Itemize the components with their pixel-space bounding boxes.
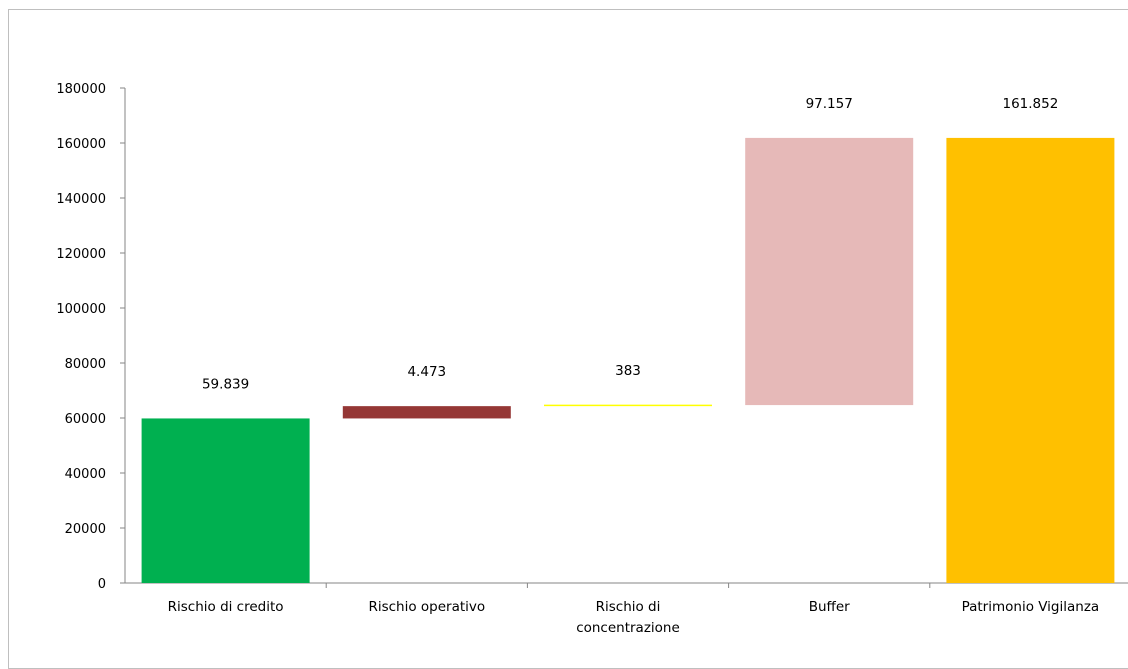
x-category-label: Rischio di credito bbox=[168, 599, 284, 615]
x-category-label: concentrazione bbox=[576, 620, 680, 636]
bar-0 bbox=[141, 418, 310, 583]
x-category-label: Buffer bbox=[809, 599, 850, 615]
y-tick-label: 60000 bbox=[65, 412, 106, 427]
data-label: 4.473 bbox=[407, 364, 446, 380]
x-category-label: Patrimonio Vigilanza bbox=[962, 599, 1100, 615]
waterfall-chart: 0 20000 40000 60000 80000 100000 120000 140000 1… bbox=[56, 82, 1128, 636]
x-category-label: Rischio operativo bbox=[368, 599, 485, 615]
x-category-label: Rischio di bbox=[596, 599, 661, 615]
bar-1 bbox=[342, 406, 511, 419]
bar-3 bbox=[745, 137, 914, 406]
y-tick-label: 20000 bbox=[65, 522, 106, 537]
y-tick-label: 180000 bbox=[56, 82, 106, 97]
y-tick-label: 80000 bbox=[65, 357, 106, 372]
y-tick-label: 120000 bbox=[56, 247, 106, 262]
data-label: 59.839 bbox=[202, 376, 249, 392]
data-label: 383 bbox=[615, 363, 641, 379]
data-label: 161.852 bbox=[1002, 96, 1058, 112]
y-tick-label: 40000 bbox=[65, 467, 106, 482]
data-label: 97.157 bbox=[806, 96, 853, 112]
y-tick-label: 140000 bbox=[56, 192, 106, 207]
bar-2 bbox=[544, 404, 712, 407]
y-tick-label: 100000 bbox=[56, 302, 106, 317]
y-tick-label: 160000 bbox=[56, 137, 106, 152]
bar-4 bbox=[946, 137, 1115, 584]
y-tick-label: 0 bbox=[98, 577, 106, 592]
